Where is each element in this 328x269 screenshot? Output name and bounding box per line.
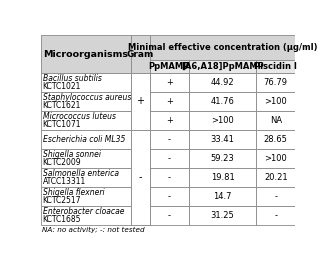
Text: 44.92: 44.92 xyxy=(211,78,235,87)
Bar xyxy=(41,92,131,111)
Text: 76.79: 76.79 xyxy=(264,78,288,87)
Text: Escherichia coli ML35: Escherichia coli ML35 xyxy=(43,135,125,144)
Bar xyxy=(256,168,295,187)
Bar xyxy=(189,149,256,168)
Bar xyxy=(150,206,189,225)
Text: Staphylococcus aureus: Staphylococcus aureus xyxy=(43,93,131,102)
Text: 14.7: 14.7 xyxy=(214,192,232,201)
Text: +: + xyxy=(136,96,144,106)
Bar xyxy=(131,36,150,73)
Text: NA: NA xyxy=(270,116,282,125)
Text: >100: >100 xyxy=(211,116,234,125)
Bar xyxy=(256,73,295,92)
Bar xyxy=(41,168,131,187)
Text: Shigella sonnei: Shigella sonnei xyxy=(43,150,100,159)
Bar xyxy=(150,60,189,73)
Text: -: - xyxy=(274,211,277,220)
Bar xyxy=(189,60,256,73)
Bar xyxy=(150,168,189,187)
Bar xyxy=(41,36,131,73)
Text: +: + xyxy=(166,97,173,106)
Bar xyxy=(256,206,295,225)
Bar xyxy=(150,92,189,111)
Bar xyxy=(131,206,150,225)
Text: 31.25: 31.25 xyxy=(211,211,235,220)
Text: Piscidin I: Piscidin I xyxy=(254,62,297,71)
Text: >100: >100 xyxy=(264,97,287,106)
Text: KCTC1621: KCTC1621 xyxy=(43,101,81,110)
Text: Minimal effective concentration (µg/ml): Minimal effective concentration (µg/ml) xyxy=(128,43,317,52)
Bar xyxy=(131,92,150,111)
Bar xyxy=(41,149,131,168)
Text: KCTC1685: KCTC1685 xyxy=(43,215,81,224)
Bar xyxy=(256,60,295,73)
Text: Microorganisms: Microorganisms xyxy=(44,49,129,59)
Bar xyxy=(189,187,256,206)
Text: -: - xyxy=(168,154,171,163)
Bar xyxy=(131,149,150,168)
Text: ATCC13311: ATCC13311 xyxy=(43,177,86,186)
Bar xyxy=(131,130,150,149)
Bar xyxy=(131,130,150,225)
Text: Salmonella enterica: Salmonella enterica xyxy=(43,169,118,178)
Text: 20.21: 20.21 xyxy=(264,173,288,182)
Bar xyxy=(256,149,295,168)
Bar xyxy=(150,73,189,92)
Bar xyxy=(150,111,189,130)
Bar xyxy=(131,187,150,206)
Bar xyxy=(41,130,131,149)
Text: 19.81: 19.81 xyxy=(211,173,235,182)
Bar xyxy=(41,111,131,130)
Bar xyxy=(41,206,131,225)
Bar xyxy=(189,92,256,111)
Text: NA: no activity; -: not tested: NA: no activity; -: not tested xyxy=(42,227,145,233)
Text: 33.41: 33.41 xyxy=(211,135,235,144)
Text: 59.23: 59.23 xyxy=(211,154,235,163)
Bar xyxy=(131,168,150,187)
Bar xyxy=(150,187,189,206)
Bar xyxy=(150,36,295,60)
Bar xyxy=(150,130,189,149)
Bar xyxy=(256,92,295,111)
Text: >100: >100 xyxy=(264,154,287,163)
Text: +: + xyxy=(166,116,173,125)
Bar xyxy=(256,187,295,206)
Text: -: - xyxy=(168,173,171,182)
Bar xyxy=(131,73,150,92)
Text: KCTC2517: KCTC2517 xyxy=(43,196,81,206)
Text: 41.76: 41.76 xyxy=(211,97,235,106)
Text: KCTC2009: KCTC2009 xyxy=(43,158,81,167)
Bar xyxy=(189,168,256,187)
Bar xyxy=(41,187,131,206)
Bar xyxy=(150,149,189,168)
Bar xyxy=(189,111,256,130)
Text: [A6,A18]PpMAMP: [A6,A18]PpMAMP xyxy=(181,62,264,71)
Text: Bacillus subtilis: Bacillus subtilis xyxy=(43,73,101,83)
Text: Micrococcus luteus: Micrococcus luteus xyxy=(43,112,115,121)
Text: -: - xyxy=(274,192,277,201)
Bar xyxy=(189,206,256,225)
Text: KCTC1021: KCTC1021 xyxy=(43,82,81,91)
Text: -: - xyxy=(139,172,142,182)
Bar xyxy=(256,111,295,130)
Text: -: - xyxy=(168,211,171,220)
Text: Gram: Gram xyxy=(127,49,154,59)
Text: -: - xyxy=(168,135,171,144)
Bar xyxy=(41,73,131,92)
Text: PpMAMP: PpMAMP xyxy=(149,62,190,71)
Text: KCTC1071: KCTC1071 xyxy=(43,120,81,129)
Bar xyxy=(131,73,150,130)
Text: Shigella flexneri: Shigella flexneri xyxy=(43,188,104,197)
Text: -: - xyxy=(168,192,171,201)
Bar xyxy=(189,73,256,92)
Text: +: + xyxy=(166,78,173,87)
Bar xyxy=(189,130,256,149)
Bar xyxy=(256,130,295,149)
Text: Enterobacter cloacae: Enterobacter cloacae xyxy=(43,207,124,216)
Bar xyxy=(131,111,150,130)
Text: 28.65: 28.65 xyxy=(264,135,288,144)
